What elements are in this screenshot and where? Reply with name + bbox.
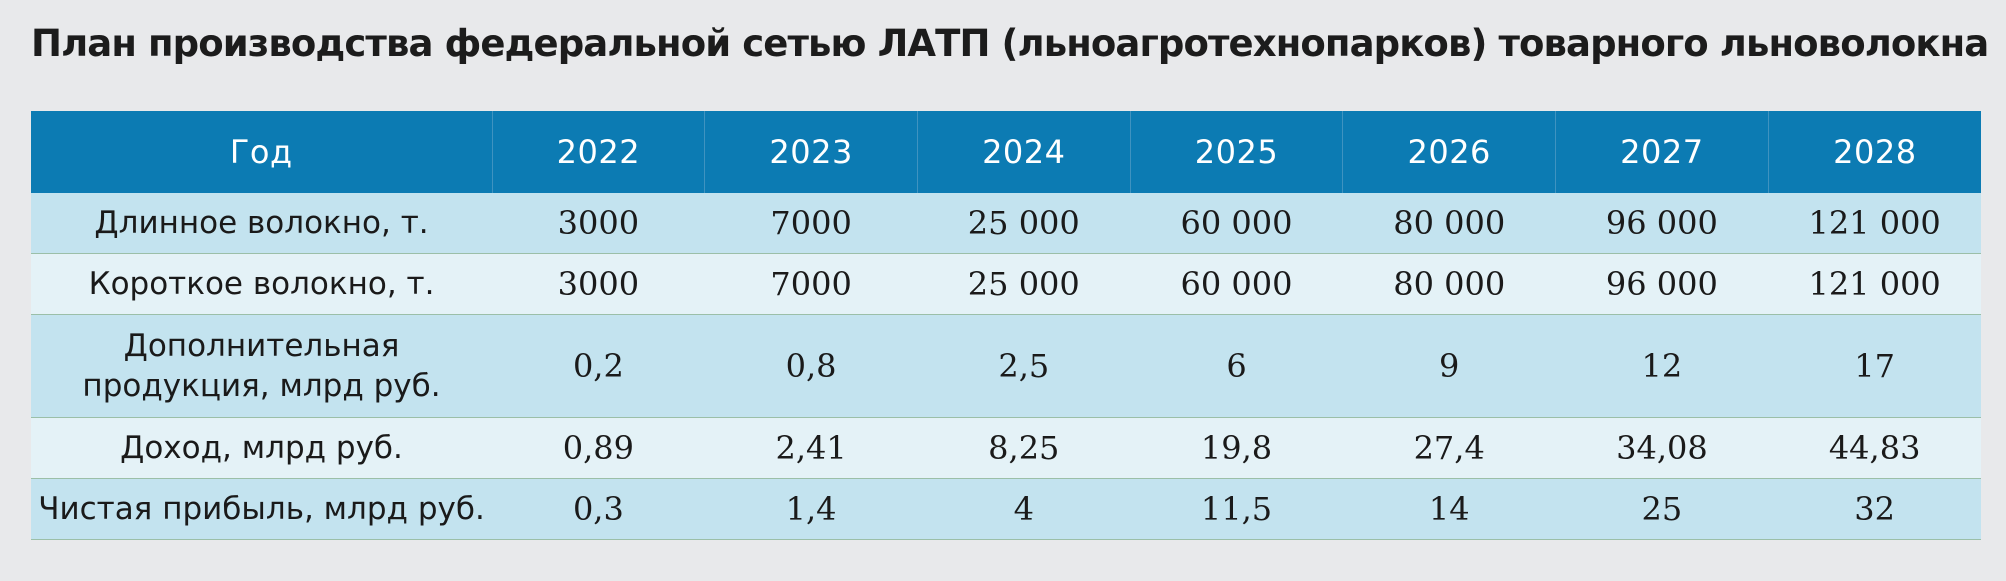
table-cell: 121 000 [1768, 253, 1981, 315]
table-cell: 96 000 [1555, 253, 1769, 315]
table-cell: 3000 [492, 253, 705, 315]
table-cell: 2,5 [917, 314, 1131, 418]
row-label: Дополнительная продукция, млрд руб. [31, 314, 493, 418]
header-year-2022: 2022 [492, 111, 706, 193]
table-cell: 32 [1768, 478, 1981, 540]
table-cell: 60 000 [1130, 253, 1343, 315]
row-label: Короткое волокно, т. [31, 253, 493, 315]
table-cell: 11,5 [1130, 478, 1343, 540]
table-cell: 0,8 [704, 314, 918, 418]
table-cell: 7000 [704, 253, 918, 315]
header-year-2027: 2027 [1555, 111, 1769, 193]
header-year-2024: 2024 [917, 111, 1131, 193]
table-cell: 80 000 [1342, 253, 1556, 315]
row-label-line: Дополнительная [123, 328, 400, 364]
table-cell: 0,2 [492, 314, 705, 418]
table-cell: 17 [1768, 314, 1981, 418]
header-year-2023: 2023 [704, 111, 918, 193]
table-cell: 0,3 [492, 478, 705, 540]
table-row-long-fiber: Длинное волокно, т. 3000 7000 25 000 60 … [31, 193, 1981, 254]
table-cell: 14 [1342, 478, 1556, 540]
page-title: План производства федеральной сетью ЛАТП… [31, 22, 1989, 65]
table-cell: 60 000 [1130, 193, 1343, 254]
table-cell: 9 [1342, 314, 1556, 418]
table-cell: 25 [1555, 478, 1769, 540]
production-plan-table: Год 2022 2023 2024 2025 2026 2027 2028 Д… [31, 111, 1981, 540]
table-cell: 1,4 [704, 478, 918, 540]
table-cell: 7000 [704, 193, 918, 254]
table-cell: 34,08 [1555, 417, 1769, 479]
table-cell: 80 000 [1342, 193, 1556, 254]
table-cell: 44,83 [1768, 417, 1981, 479]
table-cell: 121 000 [1768, 193, 1981, 254]
table-cell: 96 000 [1555, 193, 1769, 254]
table-cell: 19,8 [1130, 417, 1343, 479]
header-year-label: Год [31, 111, 493, 193]
row-label: Доход, млрд руб. [31, 417, 493, 479]
table-cell: 27,4 [1342, 417, 1556, 479]
table-header-row: Год 2022 2023 2024 2025 2026 2027 2028 [31, 111, 1981, 193]
table-cell: 12 [1555, 314, 1769, 418]
table-cell: 2,41 [704, 417, 918, 479]
table-cell: 0,89 [492, 417, 705, 479]
header-year-2028: 2028 [1768, 111, 1981, 193]
table-cell: 3000 [492, 193, 705, 254]
table-cell: 25 000 [917, 193, 1131, 254]
header-year-2026: 2026 [1342, 111, 1557, 193]
table-row-additional-products: Дополнительная продукция, млрд руб. 0,2 0… [31, 314, 1981, 418]
table-cell: 25 000 [917, 253, 1131, 315]
header-year-2025: 2025 [1130, 111, 1344, 193]
table-cell: 4 [917, 478, 1131, 540]
table-cell: 8,25 [917, 417, 1131, 479]
row-label-line: продукция, млрд руб. [82, 368, 441, 404]
row-label: Чистая прибыль, млрд руб. [31, 478, 493, 540]
table-row-income: Доход, млрд руб. 0,89 2,41 8,25 19,8 27,… [31, 417, 1981, 479]
table-row-short-fiber: Короткое волокно, т. 3000 7000 25 000 60… [31, 253, 1981, 315]
table-cell: 6 [1130, 314, 1343, 418]
row-label: Длинное волокно, т. [31, 193, 493, 254]
table-row-net-profit: Чистая прибыль, млрд руб. 0,3 1,4 4 11,5… [31, 478, 1981, 540]
